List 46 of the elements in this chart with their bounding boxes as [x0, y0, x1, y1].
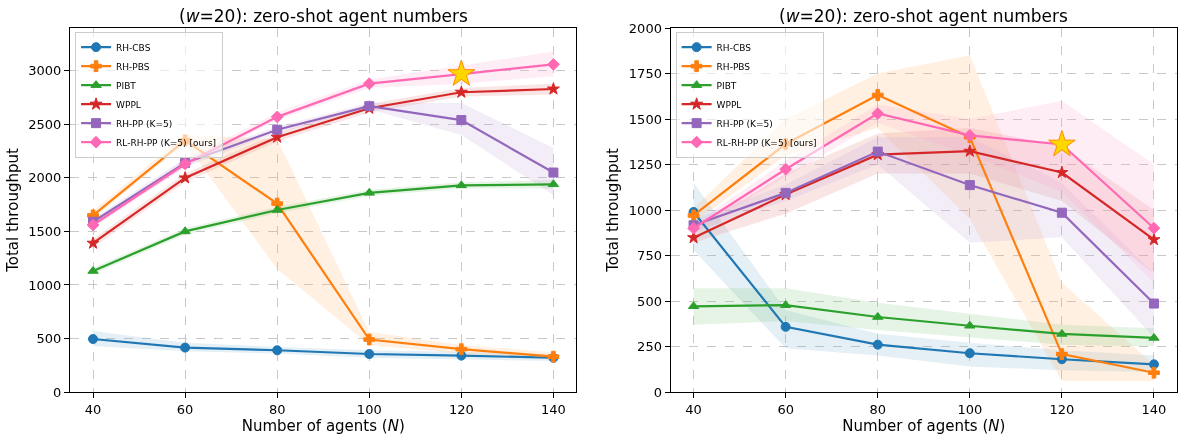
x-axis-title: Number of agents (N) — [842, 416, 1006, 435]
y-tick-label: 1000 — [628, 202, 662, 218]
legend-label: RL-RH-PP (K=5) [ours] — [716, 137, 817, 148]
y-tick-label: 1750 — [628, 66, 662, 82]
x-tick-label: 80 — [268, 401, 286, 417]
y-tick-label: 250 — [637, 339, 662, 355]
y-tick-label: 0 — [653, 384, 662, 400]
y-tick-label: 1500 — [628, 111, 662, 127]
y-tick-label: 0 — [53, 384, 62, 400]
y-tick-label: 2500 — [28, 116, 62, 132]
x-tick-label: 120 — [448, 401, 474, 417]
legend-label: RH-CBS — [116, 42, 151, 53]
y-tick-label: 2000 — [28, 170, 62, 186]
chart-title: (w=20): zero-shot agent numbers — [179, 6, 468, 26]
y-axis-title: Total throughput — [3, 148, 22, 273]
legend-label: WPPL — [116, 99, 141, 110]
chart-title: (w=20): zero-shot agent numbers — [779, 6, 1068, 26]
y-tick-label: 2000 — [628, 20, 662, 36]
legend-label: PIBT — [116, 80, 137, 91]
y-tick-label: 1500 — [28, 223, 62, 239]
legend-label: RH-PBS — [716, 61, 751, 72]
y-tick-label: 3000 — [28, 63, 62, 79]
x-tick-label: 100 — [957, 401, 983, 417]
legend-label: PIBT — [716, 80, 737, 91]
y-axis-title: Total throughput — [604, 148, 623, 273]
x-tick-label: 140 — [1141, 401, 1167, 417]
x-tick-label: 100 — [356, 401, 382, 417]
x-tick-label: 60 — [176, 401, 194, 417]
y-tick-label: 1250 — [628, 157, 662, 173]
y-tick-label: 500 — [36, 331, 62, 347]
y-tick-label: 1000 — [28, 277, 62, 293]
legend-label: RL-RH-PP (K=5) [ours] — [116, 137, 217, 148]
x-tick-label: 120 — [1049, 401, 1075, 417]
legend-label: RH-PP (K=5) — [716, 118, 773, 129]
legend-label: RH-PP (K=5) — [116, 118, 173, 129]
y-tick-label: 750 — [637, 248, 662, 264]
x-tick-label: 140 — [541, 401, 566, 417]
x-tick-label: 40 — [685, 401, 702, 417]
x-tick-label: 60 — [777, 401, 794, 417]
legend-label: RH-PBS — [116, 61, 150, 72]
legend-label: WPPL — [716, 99, 742, 110]
x-axis-title: Number of agents (N) — [241, 416, 405, 435]
x-tick-label: 40 — [84, 401, 102, 417]
legend-label: RH-CBS — [716, 42, 752, 53]
y-tick-label: 500 — [637, 293, 662, 309]
x-tick-label: 80 — [869, 401, 887, 417]
